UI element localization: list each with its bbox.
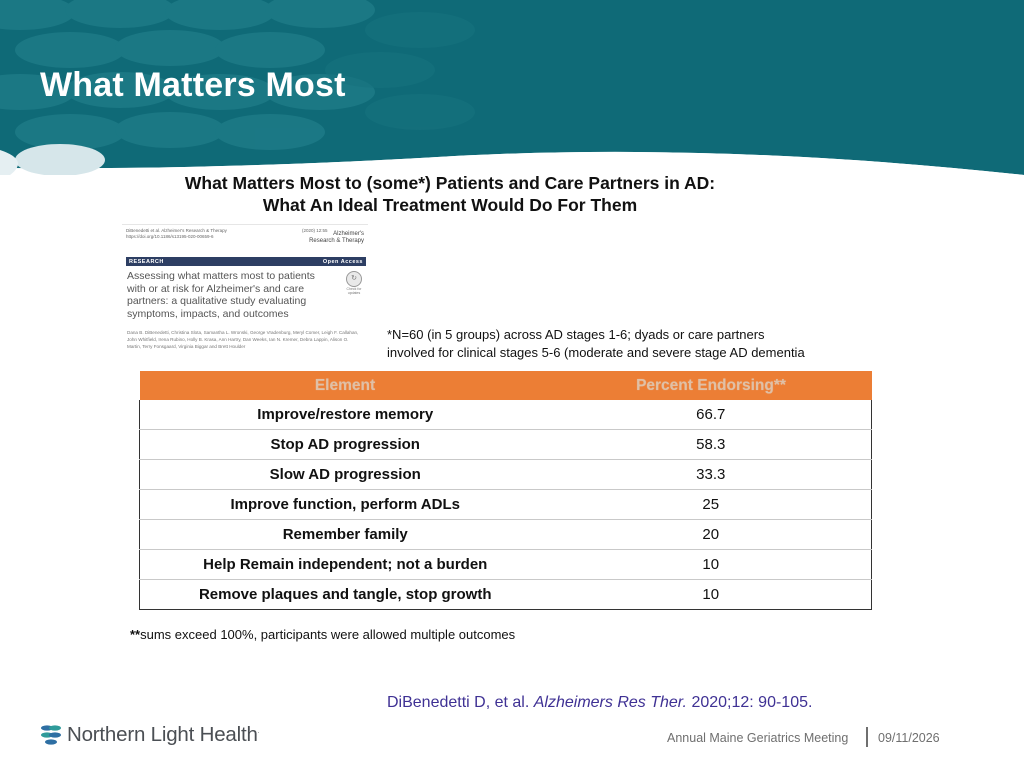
footnote-text: sums exceed 100%, participants were allo… — [140, 627, 516, 642]
citation-details: 2020;12: 90-105. — [691, 694, 813, 711]
figure-heading-line2: What An Ideal Treatment Would Do For The… — [262, 195, 638, 215]
check-updates-icon: ↻ — [346, 271, 362, 287]
table-row: Improve function, perform ADLs 25 — [139, 489, 872, 520]
table-row: Improve/restore memory 66.7 — [139, 400, 872, 430]
paper-doi: https://doi.org/10.1186/s13195-020-00659… — [126, 234, 214, 239]
citation-authors: DiBenedetti D, et al. — [387, 694, 530, 711]
header-percent: Percent Endorsing** — [550, 371, 872, 400]
cell-element: Help Remain independent; not a burden — [139, 549, 551, 580]
paper-section-label: RESEARCH — [129, 258, 164, 265]
check-updates-label: Check for updates — [346, 287, 362, 295]
sample-note-line2: involved for clinical stages 5-6 (modera… — [387, 345, 805, 360]
logo-mark: . — [257, 729, 260, 736]
cell-element: Improve function, perform ADLs — [139, 489, 551, 520]
footnote-marker: ** — [130, 627, 141, 642]
cell-element: Improve/restore memory — [139, 400, 551, 430]
header-element: Element — [139, 371, 551, 400]
northern-light-health-logo: Northern Light Health. — [40, 720, 259, 750]
cell-percent: 58.3 — [550, 429, 872, 460]
figure-heading: What Matters Most to (some*) Patients an… — [130, 172, 770, 216]
paper-journal-name: Alzheimer's Research & Therapy — [294, 231, 364, 245]
slide-title: What Matters Most — [40, 66, 346, 104]
footnote: **sums exceed 100%, participants were al… — [130, 627, 515, 642]
logo-leaf-icon — [41, 725, 61, 745]
table-row: Help Remain independent; not a burden 10 — [139, 549, 872, 580]
cell-element: Remember family — [139, 519, 551, 550]
table-row: Slow AD progression 33.3 — [139, 459, 872, 490]
sample-note: *N=60 (in 5 groups) across AD stages 1-6… — [387, 326, 887, 362]
paper-citation-line1: DiBenedetti et al. Alzheimer's Research … — [126, 228, 227, 233]
table-row: Remove plaques and tangle, stop growth 1… — [139, 579, 872, 610]
paper-thumbnail: DiBenedetti et al. Alzheimer's Research … — [122, 224, 368, 353]
paper-section-bar: RESEARCH Open Access — [126, 257, 366, 266]
paper-volume: (2020) 12:55 — [302, 228, 328, 233]
cell-percent: 33.3 — [550, 459, 872, 490]
paper-citation: DiBenedetti et al. Alzheimer's Research … — [126, 228, 256, 240]
paper-title: Assessing what matters most to patients … — [127, 270, 315, 320]
cell-percent: 25 — [550, 489, 872, 520]
reference-citation: DiBenedetti D, et al. Alzheimers Res The… — [387, 694, 812, 712]
table-header-row: Element Percent Endorsing** — [139, 371, 872, 400]
figure-heading-line1: What Matters Most to (some*) Patients an… — [184, 173, 716, 193]
paper-access-label: Open Access — [322, 258, 363, 265]
journal-line1: Alzheimer's — [333, 231, 364, 237]
header-leaf-pattern — [0, 0, 1024, 175]
cell-element: Stop AD progression — [139, 429, 551, 460]
cell-percent: 20 — [550, 519, 872, 550]
check-updates-badge: ↻ Check for updates — [344, 271, 364, 295]
footer-date: 09/11/2026 — [878, 731, 940, 745]
sample-note-line1: *N=60 (in 5 groups) across AD stages 1-6… — [387, 327, 765, 342]
cell-percent: 66.7 — [550, 400, 872, 430]
cell-element: Slow AD progression — [139, 459, 551, 490]
journal-line2: Research & Therapy — [309, 238, 364, 244]
logo-wordmark: Northern Light Health — [67, 723, 258, 746]
table-row: Stop AD progression 58.3 — [139, 429, 872, 460]
citation-journal: Alzheimers Res Ther. — [533, 694, 687, 711]
cell-percent: 10 — [550, 549, 872, 580]
table-row: Remember family 20 — [139, 519, 872, 550]
logo-text: Northern Light Health. — [67, 723, 259, 747]
cell-element: Remove plaques and tangle, stop growth — [139, 579, 551, 610]
header-band: What Matters Most — [0, 0, 1024, 175]
footer-divider — [866, 727, 868, 747]
paper-authors: Dana B. DiBenedetti, Christina Slota, Sa… — [127, 330, 359, 349]
cell-percent: 10 — [550, 579, 872, 610]
footer-event: Annual Maine Geriatrics Meeting — [667, 731, 849, 745]
results-table: Element Percent Endorsing** Improve/rest… — [139, 371, 872, 610]
